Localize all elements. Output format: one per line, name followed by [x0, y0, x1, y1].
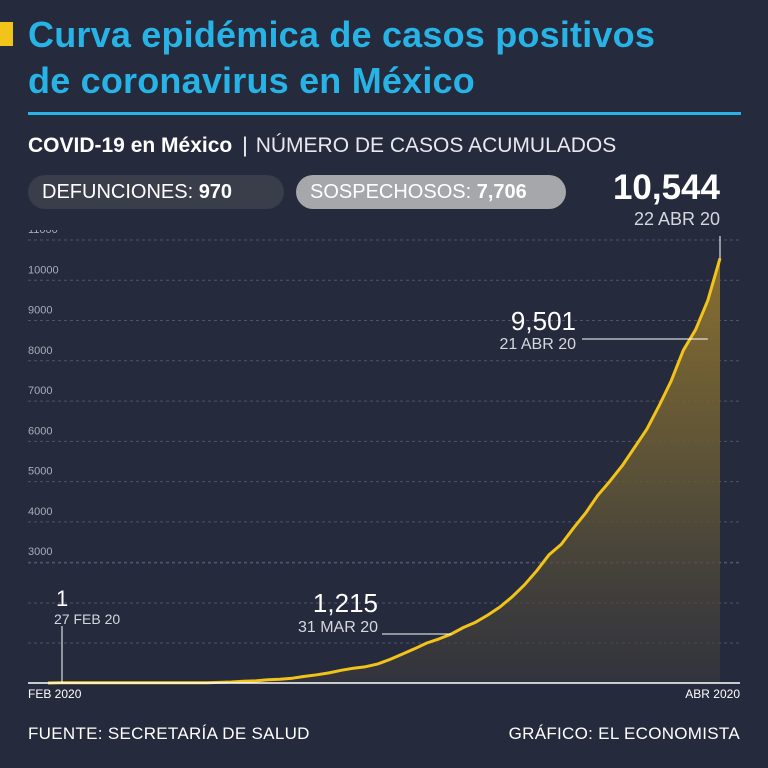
data-point	[413, 648, 416, 650]
cumulative-cases-area	[48, 258, 720, 683]
data-point	[438, 638, 440, 640]
data-point	[511, 595, 514, 598]
data-point	[474, 621, 477, 623]
source-credit: FUENTE: SECRETARÍA DE SALUD	[28, 724, 310, 743]
title-accent-bar	[0, 22, 13, 46]
data-point	[658, 405, 660, 407]
graphic-credit: GRÁFICO: EL ECONOMISTA	[508, 724, 740, 743]
data-point	[707, 299, 709, 302]
subtitle-separator: |	[242, 134, 248, 157]
latest-total-value: 10,544	[612, 168, 720, 207]
data-point	[291, 677, 294, 679]
data-point	[401, 653, 404, 655]
chart-subtitle: COVID-19 en México | NÚMERO DE CASOS ACUMU…	[28, 134, 616, 158]
data-point	[633, 446, 636, 449]
data-point	[242, 680, 245, 683]
data-point	[584, 512, 587, 514]
latest-total-date: 22 ABR 20	[633, 209, 720, 229]
annotation-date: 31 MAR 20	[298, 619, 378, 636]
y-axis-tick-labels: 3000 4000 5000 6000 7000 8000 9000 10000 11000	[28, 230, 59, 558]
deaths-label: DEFUNCIONES:	[42, 181, 194, 203]
data-point	[352, 667, 355, 669]
y-tick-label: 8000	[28, 345, 52, 357]
data-point	[340, 669, 343, 672]
data-point	[254, 680, 257, 682]
data-point	[267, 678, 269, 681]
title-line-1: Curva epidémica de casos positivos	[28, 14, 656, 55]
suspected-label: SOSPECHOSOS:	[310, 181, 472, 203]
y-tick-label: 7000	[28, 385, 52, 397]
data-point	[682, 349, 685, 352]
data-point	[462, 626, 465, 629]
data-point	[487, 614, 489, 616]
x-axis-end-label: ABR 2020	[685, 687, 740, 701]
title-line-2: de coronavirus en México	[28, 60, 475, 101]
y-tick-label: 4000	[28, 506, 52, 518]
data-point	[560, 543, 562, 546]
data-point	[499, 606, 501, 608]
data-point	[426, 642, 428, 644]
subtitle-country: COVID-19 en México	[28, 134, 233, 157]
deaths-badge: DEFUNCIONES: 970	[28, 175, 284, 209]
page-title: Curva epidémica de casos positivos de co…	[28, 12, 655, 104]
data-point	[670, 380, 672, 382]
data-point	[279, 678, 281, 681]
y-tick-label: 11000	[28, 230, 58, 236]
x-axis-start-label: FEB 2020	[28, 687, 82, 701]
data-point	[694, 328, 697, 331]
suspected-badge: SOSPECHOSOS: 7,706	[296, 175, 566, 209]
annotation-value: 1,215	[313, 588, 378, 618]
annotation-date: 27 FEB 20	[54, 611, 120, 627]
data-point	[316, 674, 318, 676]
data-point	[645, 428, 648, 431]
epidemic-curve-chart: 3000 4000 5000 6000 7000 8000 9000 10000 11000 1…	[28, 230, 740, 701]
data-point	[572, 527, 575, 529]
y-tick-label: 3000	[28, 546, 52, 558]
title-divider	[28, 112, 741, 115]
data-point	[535, 570, 538, 572]
data-point	[609, 480, 611, 482]
data-point	[621, 464, 624, 467]
data-point	[328, 672, 330, 674]
data-point	[548, 554, 550, 556]
annotation-date: 21 ABR 20	[500, 336, 577, 353]
y-tick-label: 5000	[28, 466, 52, 478]
y-tick-label: 10000	[28, 264, 59, 276]
deaths-value: 970	[198, 181, 233, 203]
data-point	[389, 658, 391, 661]
data-point	[377, 663, 379, 665]
subtitle-measure: NÚMERO DE CASOS ACUMULADOS	[255, 134, 617, 157]
y-tick-label: 6000	[28, 425, 52, 437]
suspected-value: 7,706	[476, 181, 527, 203]
annotation-value: 9,501	[511, 306, 576, 336]
y-tick-label: 9000	[28, 305, 52, 317]
data-point	[364, 665, 367, 668]
grid-lines	[28, 239, 740, 644]
data-point	[303, 675, 306, 678]
annotation-value: 1	[56, 586, 68, 611]
data-point	[597, 494, 599, 497]
data-point	[523, 584, 526, 586]
